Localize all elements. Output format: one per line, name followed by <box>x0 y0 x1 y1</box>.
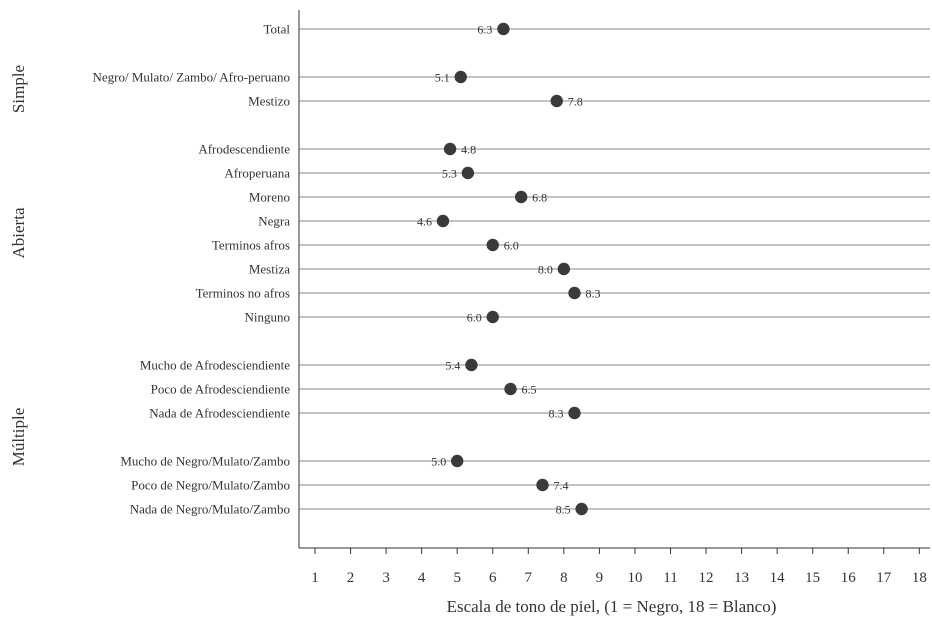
chart-row: Mestizo 7.8 <box>248 94 930 109</box>
data-point <box>454 70 467 84</box>
category-label: Mucho de Afrodesciendiente <box>140 358 290 373</box>
chart-row: Total 6.3 <box>263 22 930 37</box>
category-label: Terminos no afros <box>196 286 290 301</box>
chart-row: Ninguno 6.0 <box>245 310 930 325</box>
data-label: 5.1 <box>435 71 450 85</box>
group-label: Simple <box>9 65 28 113</box>
data-point <box>550 94 563 108</box>
category-label: Mestiza <box>249 262 290 277</box>
x-tick-label: 17 <box>876 570 892 586</box>
data-label: 8.5 <box>556 503 571 517</box>
x-tick-label: 5 <box>453 570 461 586</box>
data-point <box>465 358 478 372</box>
category-label: Mucho de Negro/Mulato/Zambo <box>120 454 290 469</box>
data-label: 6.3 <box>477 23 492 37</box>
chart-row: Terminos afros 6.0 <box>212 238 930 253</box>
data-label: 5.3 <box>442 167 457 181</box>
data-point <box>514 190 528 204</box>
data-label: 6.8 <box>532 191 547 205</box>
data-point <box>575 502 588 516</box>
data-label: 4.6 <box>417 215 432 229</box>
data-point <box>443 142 457 156</box>
chart-row: Poco de Negro/Mulato/Zambo 7.4 <box>131 478 930 493</box>
category-label: Poco de Afrodesciendiente <box>151 382 291 397</box>
x-tick-label: 15 <box>805 570 820 586</box>
category-label: Afrodescendiente <box>198 142 290 157</box>
data-label: 8.0 <box>538 263 553 277</box>
data-label: 6.5 <box>522 383 537 397</box>
x-tick-label: 1 <box>311 570 319 586</box>
chart-row: Afroperuana 5.3 <box>224 166 930 181</box>
data-point <box>461 166 475 180</box>
x-tick-label: 10 <box>627 570 642 586</box>
data-point <box>450 454 464 468</box>
group-label: Múltiple <box>9 408 28 467</box>
x-tick-label: 2 <box>347 570 355 586</box>
x-tick-label: 8 <box>560 570 568 586</box>
data-label: 6.0 <box>467 311 482 325</box>
data-point <box>486 238 499 252</box>
chart-row: Negra 4.6 <box>258 214 930 229</box>
category-label: Total <box>263 22 290 37</box>
data-label: 8.3 <box>549 407 564 421</box>
x-tick-label: 7 <box>525 570 533 586</box>
chart-row: Terminos no afros 8.3 <box>196 286 930 301</box>
chart-row: Nada de Negro/Mulato/Zambo 8.5 <box>130 502 930 517</box>
data-label: 7.8 <box>568 95 583 109</box>
category-label: Negra <box>258 214 290 229</box>
category-label: Poco de Negro/Mulato/Zambo <box>131 478 290 493</box>
chart-row: Negro/ Mulato/ Zambo/ Afro-peruano 5.1 <box>93 70 930 85</box>
category-label: Terminos afros <box>212 238 290 253</box>
data-label: 6.0 <box>504 239 519 253</box>
chart-row: Mucho de Negro/Mulato/Zambo 5.0 <box>120 454 930 469</box>
data-point <box>497 22 510 36</box>
chart-row: Mestiza 8.0 <box>249 262 930 277</box>
x-tick-label: 14 <box>770 570 786 586</box>
data-label: 8.3 <box>586 287 601 301</box>
data-label: 5.0 <box>431 455 446 469</box>
category-label: Afroperuana <box>224 166 290 181</box>
group-label: Abierta <box>9 207 28 258</box>
data-label: 4.8 <box>461 143 476 157</box>
chart-row: Mucho de Afrodesciendiente 5.4 <box>140 358 930 373</box>
x-tick-label: 11 <box>663 570 677 586</box>
category-label: Mestizo <box>248 94 290 109</box>
x-tick-label: 13 <box>734 570 749 586</box>
category-label: Negro/ Mulato/ Zambo/ Afro-peruano <box>93 70 290 85</box>
data-point <box>504 382 517 396</box>
x-axis-title: Escala de tono de piel, (1 = Negro, 18 =… <box>447 597 777 616</box>
x-tick-label: 6 <box>489 570 497 586</box>
data-point <box>486 310 499 324</box>
x-tick-label: 3 <box>382 570 390 586</box>
data-label: 7.4 <box>554 479 569 493</box>
data-point <box>536 478 549 492</box>
x-tick-label: 16 <box>841 570 857 586</box>
data-point <box>568 286 581 300</box>
category-label: Nada de Negro/Mulato/Zambo <box>130 502 290 517</box>
data-point <box>557 262 571 276</box>
category-label: Ninguno <box>245 310 291 325</box>
chart-row: Afrodescendiente 4.8 <box>198 142 930 157</box>
chart-row: Poco de Afrodesciendiente 6.5 <box>151 382 930 397</box>
data-point <box>436 214 450 228</box>
x-tick-label: 4 <box>418 570 426 586</box>
group-labels: Simple Abierta Múltiple <box>9 65 28 466</box>
chart-row: Moreno 6.8 <box>249 190 930 205</box>
data-label: 5.4 <box>445 359 460 373</box>
category-label: Moreno <box>249 190 290 205</box>
x-axis-ticks: 1 2 3 4 5 6 7 8 9 10 11 12 13 14 15 16 17 18 <box>311 548 927 586</box>
data-point <box>568 406 581 420</box>
rows-layer: Total 6.3 Negro/ Mulato/ Zambo/ Afro-perua… <box>93 22 930 517</box>
x-tick-label: 18 <box>912 570 927 586</box>
chart-row: Nada de Afrodesciendiente 8.3 <box>149 406 930 421</box>
category-label: Nada de Afrodesciendiente <box>149 406 290 421</box>
x-tick-label: 9 <box>596 570 604 586</box>
x-tick-label: 12 <box>699 570 714 586</box>
